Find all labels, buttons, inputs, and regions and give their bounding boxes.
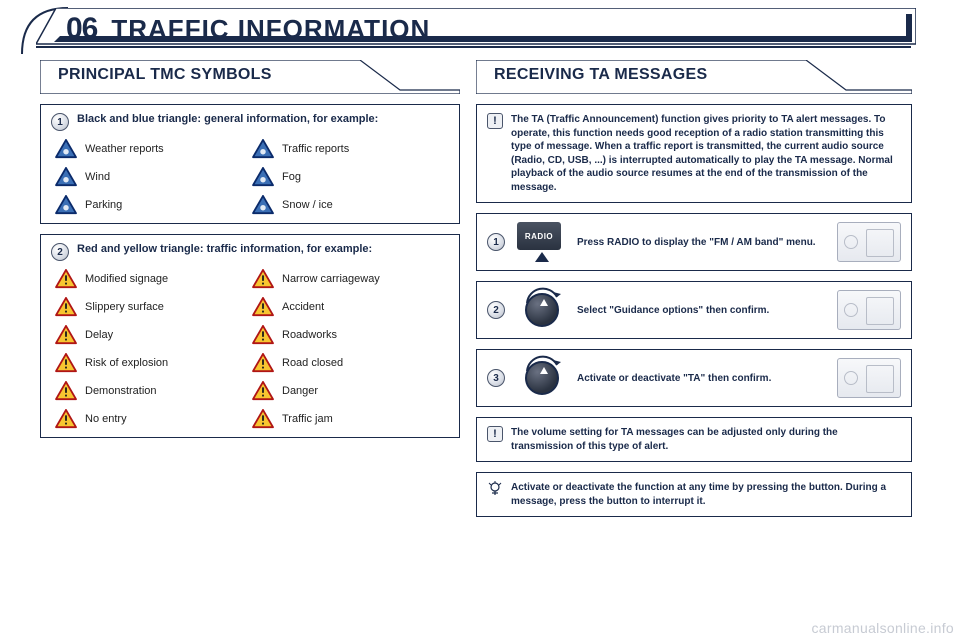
warning-triangle-icon — [252, 353, 274, 373]
step1-bubble: 1 — [487, 233, 505, 251]
step-2: 2 Select "Guidance options" then confirm… — [476, 281, 912, 339]
symbol-label: Roadworks — [282, 329, 337, 341]
section-number: 06 — [66, 12, 97, 46]
warning-triangle-icon — [55, 353, 77, 373]
step3-graphic — [517, 358, 567, 398]
blue-triangle-icon — [55, 167, 77, 187]
symbol-label: No entry — [85, 413, 127, 425]
warning-triangle-icon — [55, 297, 77, 317]
warning-triangle-icon — [252, 297, 274, 317]
warning-triangle-icon — [55, 409, 77, 429]
symbol-item: Wind — [55, 167, 252, 187]
symbol-item: Parking — [55, 195, 252, 215]
info-icon: ! — [487, 426, 503, 442]
symbol-label: Traffic reports — [282, 143, 349, 155]
page-header: 06 TRAFFIC INFORMATION — [36, 8, 916, 48]
warning-triangle-icon — [55, 269, 77, 289]
step1-diagram — [837, 222, 901, 262]
info-icon: ! — [487, 113, 503, 129]
step2-graphic — [517, 290, 567, 330]
left-section-title: PRINCIPAL TMC SYMBOLS — [58, 66, 272, 84]
blue-triangle-icon — [55, 195, 77, 215]
symbol-item: Demonstration — [55, 381, 252, 401]
warning-triangle-icon — [55, 381, 77, 401]
symbol-label: Snow / ice — [282, 199, 333, 211]
radio-button-icon: RADIO — [517, 222, 561, 250]
step1-graphic: RADIO — [517, 222, 567, 262]
symbol-item: Road closed — [252, 353, 449, 373]
symbol-item: Modified signage — [55, 269, 252, 289]
step-1: 1 RADIO Press RADIO to display the "FM /… — [476, 213, 912, 271]
warning-triangle-icon — [252, 381, 274, 401]
symbol-label: Parking — [85, 199, 122, 211]
symbol-item: Weather reports — [55, 139, 252, 159]
tip-text: Activate or deactivate the function at a… — [511, 481, 901, 508]
symbol-item: Traffic reports — [252, 139, 449, 159]
note-panel: ! The volume setting for TA messages can… — [476, 417, 912, 462]
symbol-label: Wind — [85, 171, 110, 183]
step-3: 3 Activate or deactivate "TA" then confi… — [476, 349, 912, 407]
step3-bubble: 3 — [487, 369, 505, 387]
lightbulb-icon — [487, 481, 503, 497]
symbol-item: No entry — [55, 409, 252, 429]
symbol-label: Delay — [85, 329, 113, 341]
dial-icon — [525, 293, 559, 327]
page-title: TRAFFIC INFORMATION — [111, 14, 430, 45]
step-bubble-1: 1 — [51, 113, 69, 131]
blue-triangle-icon — [252, 195, 274, 215]
symbol-label: Demonstration — [85, 385, 157, 397]
symbol-item: Danger — [252, 381, 449, 401]
step3-text: Activate or deactivate "TA" then confirm… — [577, 373, 827, 384]
symbol-label: Danger — [282, 385, 318, 397]
step2-text: Select "Guidance options" then confirm. — [577, 305, 827, 316]
group2-label: Red and yellow triangle: traffic informa… — [77, 243, 372, 255]
symbol-item: Traffic jam — [252, 409, 449, 429]
note-text: The volume setting for TA messages can b… — [511, 426, 901, 453]
symbol-item: Roadworks — [252, 325, 449, 345]
tip-panel: Activate or deactivate the function at a… — [476, 472, 912, 517]
symbol-label: Fog — [282, 171, 301, 183]
step-bubble-2: 2 — [51, 243, 69, 261]
symbol-label: Traffic jam — [282, 413, 333, 425]
blue-triangle-icon — [252, 167, 274, 187]
symbol-label: Road closed — [282, 357, 343, 369]
group2-panel: 2 Red and yellow triangle: traffic infor… — [40, 234, 460, 438]
group1-label: Black and blue triangle: general informa… — [77, 113, 378, 125]
symbol-label: Accident — [282, 301, 324, 313]
symbol-item: Accident — [252, 297, 449, 317]
symbol-label: Narrow carriageway — [282, 273, 380, 285]
warning-triangle-icon — [252, 269, 274, 289]
warning-triangle-icon — [55, 325, 77, 345]
symbol-item: Snow / ice — [252, 195, 449, 215]
step3-diagram — [837, 358, 901, 398]
step1-text: Press RADIO to display the "FM / AM band… — [577, 237, 827, 248]
blue-triangle-icon — [252, 139, 274, 159]
watermark: carmanualsonline.info — [812, 620, 955, 636]
symbol-item: Risk of explosion — [55, 353, 252, 373]
header-underline — [36, 46, 911, 48]
dial-icon — [525, 361, 559, 395]
symbol-item: Narrow carriageway — [252, 269, 449, 289]
arrow-up-icon — [535, 252, 549, 262]
symbol-label: Weather reports — [85, 143, 164, 155]
right-section-title: RECEIVING TA MESSAGES — [494, 66, 707, 84]
intro-panel: ! The TA (Traffic Announcement) function… — [476, 104, 912, 203]
right-section-header: RECEIVING TA MESSAGES — [476, 60, 912, 94]
step2-diagram — [837, 290, 901, 330]
group1-panel: 1 Black and blue triangle: general infor… — [40, 104, 460, 224]
blue-triangle-icon — [55, 139, 77, 159]
warning-triangle-icon — [252, 325, 274, 345]
warning-triangle-icon — [252, 409, 274, 429]
symbol-label: Modified signage — [85, 273, 168, 285]
intro-text: The TA (Traffic Announcement) function g… — [511, 113, 901, 194]
symbol-label: Slippery surface — [85, 301, 164, 313]
symbol-item: Delay — [55, 325, 252, 345]
step2-bubble: 2 — [487, 301, 505, 319]
symbol-label: Risk of explosion — [85, 357, 168, 369]
symbol-item: Slippery surface — [55, 297, 252, 317]
symbol-item: Fog — [252, 167, 449, 187]
left-section-header: PRINCIPAL TMC SYMBOLS — [40, 60, 460, 94]
